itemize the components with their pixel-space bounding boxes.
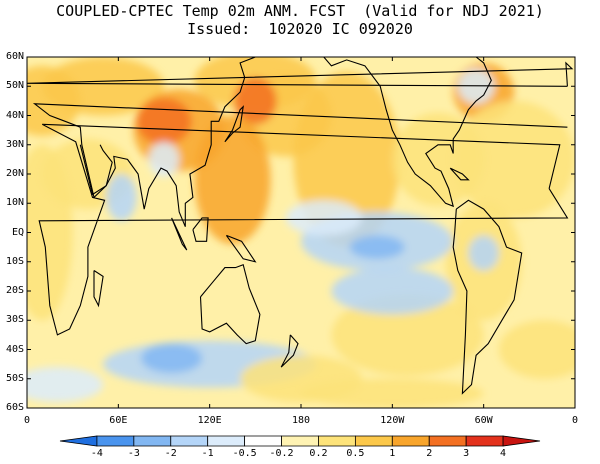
anomaly-patch [331, 293, 484, 376]
latitude-label: 40S [5, 343, 24, 355]
anomaly-patch [27, 144, 73, 321]
longitude-label: 0 [571, 415, 579, 426]
colorbar-label: 3 [463, 448, 470, 459]
longitude-label: 0 [23, 415, 31, 426]
colorbar-label: 1 [389, 448, 396, 459]
japan-coast [224, 105, 244, 143]
colorbar-label: -3 [127, 448, 140, 459]
south-america-coast [452, 199, 523, 395]
colorbar-segment [133, 435, 172, 447]
anomaly-patch [148, 141, 180, 177]
latitude-label: 30S [5, 314, 24, 326]
colorbar-label: -0.2 [269, 448, 294, 459]
new-zealand-coast [280, 334, 299, 368]
colorbar-segment [281, 435, 319, 447]
eurasia-coast [32, 57, 568, 227]
colorbar-label: 0.2 [309, 448, 328, 459]
map-title: COUPLED-CPTEC Temp 02m ANM. FCST (Valid … [56, 2, 544, 20]
colorbar-label: -2 [164, 448, 177, 459]
colorbar-segment [428, 435, 467, 447]
colorbar-segment [207, 435, 246, 447]
caribbean-coast [449, 167, 470, 181]
anomaly-patch [498, 320, 575, 379]
australia-coast [199, 263, 261, 345]
africa-coast [38, 123, 569, 336]
colorbar-segment [244, 435, 282, 447]
latitude-label: 50N [5, 80, 24, 92]
colorbar-segment [354, 435, 393, 447]
uk-coast [27, 61, 574, 87]
anomaly-patch [42, 57, 164, 116]
latitude-label: 30N [5, 138, 24, 150]
colorbar-label: 2 [426, 448, 433, 459]
latitude-label: 20S [5, 285, 24, 296]
latitude-label: 10N [5, 197, 24, 209]
colorbar-segment [391, 435, 430, 447]
colorbar-label: -0.5 [232, 448, 257, 459]
anomaly-patch [141, 343, 203, 373]
colorbar-segment [465, 435, 504, 447]
colorbar-segment [170, 435, 209, 447]
anomaly-patch [106, 174, 137, 221]
colorbar-label: 0.5 [346, 448, 365, 459]
anomaly-patch [285, 200, 362, 236]
longitude-label: 60W [474, 415, 493, 426]
anomaly-patch [468, 235, 499, 271]
colorbar-label: -4 [90, 448, 103, 459]
longitude-label: 60E [109, 415, 128, 426]
colorbar-label: 4 [500, 448, 507, 459]
anomaly-field [27, 57, 575, 408]
axis-ticks [26, 56, 576, 409]
madagascar-coast [93, 270, 104, 308]
longitude-label: 120W [380, 415, 405, 426]
anomaly-patch [301, 378, 484, 408]
new-guinea-coast [225, 234, 257, 263]
longitude-label: 120E [197, 415, 222, 426]
anomaly-patch [194, 115, 271, 245]
colorbar-segment [59, 435, 98, 447]
sumatra-coast [171, 217, 188, 251]
colorbar-segment [318, 435, 356, 447]
anomaly-patch [331, 267, 454, 315]
colorbar-segment [96, 435, 135, 447]
latitude-label: 10S [5, 255, 24, 267]
anomaly-patch [453, 100, 575, 218]
colorbar-label: -1 [201, 448, 214, 459]
anomaly-patch [27, 367, 104, 403]
colorbar-segment [502, 435, 541, 447]
latitude-label: 50S [5, 372, 24, 384]
latitude-label: 40N [5, 109, 24, 121]
latitude-label: 60N [5, 51, 24, 62]
arabia-coast [79, 144, 113, 196]
coastlines [27, 57, 574, 395]
latitude-label: 60S [5, 402, 24, 413]
borneo-coast [192, 217, 209, 242]
anomaly-patch [349, 235, 405, 259]
north-america-coast [323, 57, 492, 208]
latitude-label: 20N [5, 168, 24, 179]
longitude-label: 180 [291, 415, 311, 426]
issued-subtitle: Issued: 102020 IC 092020 [187, 20, 413, 38]
latitude-label: EQ [11, 226, 24, 238]
